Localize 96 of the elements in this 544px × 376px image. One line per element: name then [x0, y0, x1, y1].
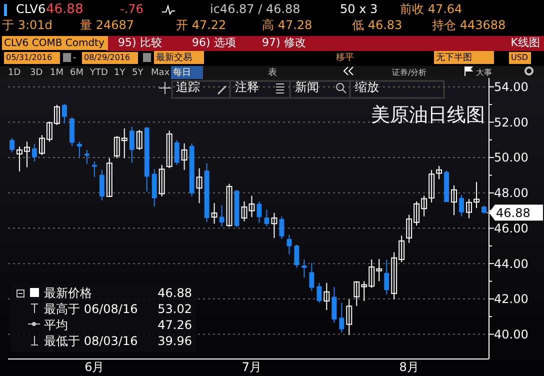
- text: 大事: [476, 68, 492, 77]
- x-tick-label: 6月: [84, 360, 104, 374]
- annotation: 缩放: [355, 80, 379, 94]
- annotation: 每日: [173, 67, 191, 78]
- candlestick: [339, 302, 344, 334]
- text: 46.88: [496, 206, 530, 220]
- y-tick-label: 46.00: [494, 221, 528, 236]
- candlestick: [226, 183, 232, 228]
- candlestick: [129, 126, 134, 164]
- candlestick: [302, 259, 307, 278]
- candlestick: [106, 158, 112, 198]
- text: 移平: [336, 52, 354, 63]
- text: 低 46.83: [352, 18, 402, 32]
- annotation: 新闻: [295, 80, 319, 94]
- candlestick: [196, 168, 202, 204]
- candlestick: [10, 138, 14, 153]
- candlestick: [158, 164, 165, 197]
- y-tick-label: 48.00: [494, 186, 528, 200]
- text: 前收 47.64: [400, 2, 462, 16]
- y-tick-label: 42.00: [494, 292, 528, 306]
- candlestick: [211, 202, 218, 224]
- candlestick: [84, 149, 90, 164]
- annotation: 最高于 06/08/16: [44, 302, 138, 316]
- candlestick: [451, 184, 458, 216]
- candlestick: [316, 282, 322, 304]
- candlestick: [294, 244, 300, 268]
- candlestick: [174, 140, 180, 166]
- text: 95) 比较: [118, 36, 162, 49]
- text: 46.88: [46, 2, 84, 17]
- text: CLV6 COMB Comdty: [4, 38, 104, 49]
- candlestick: [241, 200, 248, 222]
- candlestick: [324, 282, 330, 311]
- annotation: 47.26: [158, 318, 192, 332]
- y-tick-label: 40.00: [494, 327, 528, 342]
- text: -.76: [120, 2, 144, 16]
- text: 美原油日线图: [371, 104, 485, 126]
- annotation: 1D: [8, 68, 21, 78]
- candlestick: [271, 212, 278, 238]
- y-tick-label: 52.00: [494, 115, 528, 130]
- candlestick: [32, 143, 37, 162]
- text: 于 3:01d: [2, 18, 52, 32]
- text: 证券/分析: [392, 68, 427, 77]
- candlestick: [62, 104, 67, 124]
- candlestick: [92, 161, 97, 178]
- y-tick-label: 50.00: [494, 150, 528, 165]
- text: 开 47.22: [176, 18, 226, 32]
- candlestick: [279, 216, 284, 240]
- text: -: [73, 53, 76, 62]
- annotation: 追踪: [176, 80, 200, 94]
- text: USD: [511, 53, 528, 62]
- candlestick: [346, 298, 352, 336]
- text: 50 x 3: [340, 2, 378, 16]
- candlestick: [166, 130, 172, 169]
- candlestick: [248, 195, 255, 218]
- annotation: 3D: [30, 68, 43, 78]
- candlestick: [286, 234, 292, 256]
- candlestick: [181, 142, 188, 170]
- annotation: YTD: [89, 68, 108, 78]
- x-tick-label: 7月: [242, 360, 262, 374]
- annotation: Max: [151, 68, 170, 78]
- text: 08/29/2016: [84, 53, 130, 62]
- annotation: 最低于 08/03/16: [44, 334, 138, 348]
- candlestick: [309, 262, 314, 292]
- text: 97) 修改: [262, 36, 306, 49]
- annotation: 5Y: [132, 68, 144, 78]
- text: 量 24687: [80, 18, 134, 32]
- text: 96) 选项: [192, 36, 236, 49]
- annotation: 注释: [235, 80, 259, 94]
- annotation: 53.02: [158, 302, 192, 316]
- annotation: 46.88: [158, 286, 192, 300]
- annotation: 39.96: [158, 334, 192, 348]
- candlestick: [219, 204, 224, 228]
- candlestick: [459, 194, 464, 217]
- y-tick-label: 44.00: [494, 256, 528, 271]
- x-tick-label: 8月: [399, 360, 419, 374]
- text: 持仓 443688: [432, 18, 506, 32]
- candlestick: [99, 169, 104, 201]
- text: 最新交易: [156, 52, 192, 63]
- candlestick: [136, 129, 142, 150]
- candlestick: [384, 259, 390, 295]
- annotation: 表: [268, 67, 277, 78]
- candlestick: [264, 209, 270, 227]
- candlestick: [76, 141, 82, 158]
- text: 无下半图: [436, 52, 472, 63]
- annotation: 1M: [50, 68, 64, 78]
- text: CLV6: [16, 2, 46, 16]
- y-tick-label: 54.00: [494, 80, 528, 94]
- text: 05/31/2016: [6, 53, 52, 62]
- text: ic46.87 / 46.88: [210, 2, 300, 16]
- annotation: 平均: [44, 318, 68, 332]
- text: K线图: [510, 36, 540, 49]
- candlestick: [332, 286, 337, 324]
- text: 高 47.28: [262, 18, 312, 32]
- annotation: 6M: [70, 68, 84, 78]
- annotation: 1Y: [114, 68, 126, 78]
- annotation: 最新价格: [44, 286, 92, 300]
